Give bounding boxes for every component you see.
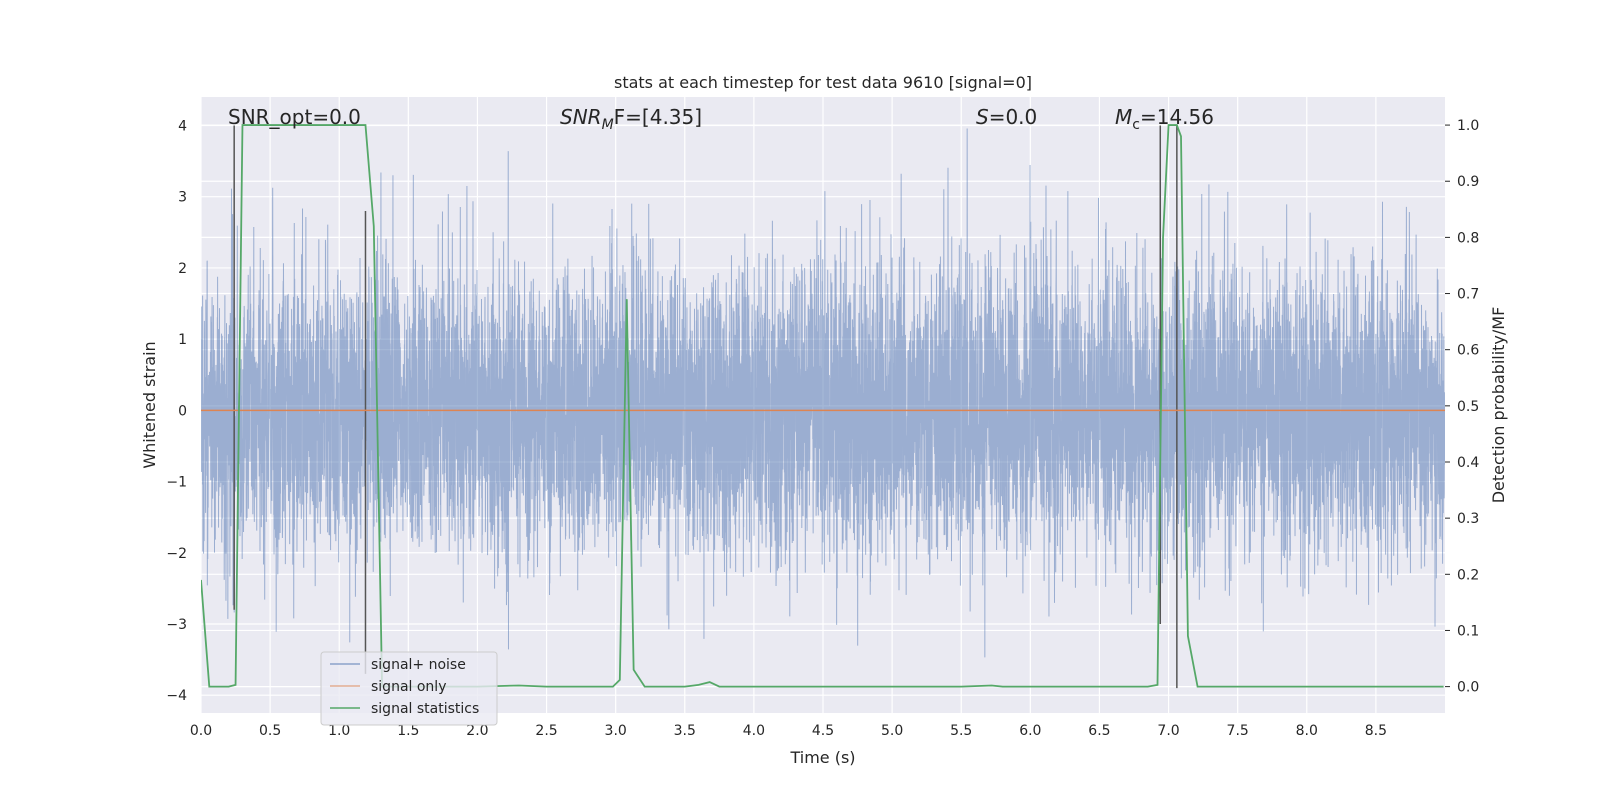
right-y-tick-label: 1.0 [1457, 118, 1479, 134]
x-tick-label: 6.0 [1019, 723, 1041, 739]
x-axis-ticks: 0.0 0.5 1.0 1.5 2.0 2.5 3.0 3.5 4.0 4.5 5.0 5.5 6.0 6… [190, 723, 1387, 739]
left-y-axis-label: Whitened strain [140, 341, 159, 468]
right-y-tick-label: 0.2 [1457, 567, 1479, 583]
right-y-tick-label: 0.6 [1457, 343, 1479, 359]
x-tick-label: 5.5 [950, 723, 972, 739]
left-y-tick-label: 0 [178, 403, 187, 419]
legend-label-signal-statistics: signal statistics [371, 701, 479, 717]
right-y-tick-label: 0.8 [1457, 230, 1479, 246]
x-tick-label: 0.0 [190, 723, 212, 739]
snr-opt-annotation: SNR_opt=0.0 [228, 105, 361, 129]
left-y-axis-ticks: 4 3 2 1 0 −1 −2 −3 −4 [166, 118, 187, 704]
x-tick-label: 6.5 [1088, 723, 1110, 739]
left-y-tick-label: 2 [178, 261, 187, 277]
x-tick-label: 3.0 [605, 723, 627, 739]
x-tick-label: 5.0 [881, 723, 903, 739]
x-tick-label: 4.5 [812, 723, 834, 739]
signal-statistics-series [201, 124, 1444, 688]
event-markers [233, 125, 1178, 689]
x-tick-label: 7.0 [1157, 723, 1179, 739]
right-y-tick-label: 0.3 [1457, 511, 1479, 527]
right-y-axis-ticks: 1.0 0.9 0.8 0.7 0.6 0.5 0.4 0.3 0.2 0.1 0.0 [1445, 118, 1479, 696]
right-y-tick-label: 0.0 [1457, 680, 1479, 696]
right-y-tick-label: 0.7 [1457, 287, 1479, 303]
legend-label-signal-only: signal only [371, 679, 446, 695]
right-y-tick-label: 0.9 [1457, 174, 1479, 190]
chart-title: stats at each timestep for test data 961… [614, 73, 1032, 92]
right-y-tick-label: 0.1 [1457, 623, 1479, 639]
left-y-tick-label: −4 [166, 688, 187, 704]
x-axis-label: Time (s) [789, 748, 855, 767]
left-y-tick-label: 4 [178, 118, 187, 134]
left-y-tick-label: −2 [166, 546, 187, 562]
left-y-tick-label: 1 [178, 332, 187, 348]
x-tick-label: 1.0 [328, 723, 350, 739]
x-tick-label: 3.5 [674, 723, 696, 739]
legend-label-signal-noise: signal+ noise [371, 657, 466, 673]
x-tick-label: 7.5 [1227, 723, 1249, 739]
legend-box [320, 651, 498, 726]
x-tick-label: 8.5 [1365, 723, 1387, 739]
signal-noise-series [201, 128, 1445, 658]
left-y-tick-label: −3 [166, 617, 187, 633]
x-tick-label: 2.5 [535, 723, 557, 739]
x-tick-label: 1.5 [397, 723, 419, 739]
left-y-tick-label: 3 [178, 190, 187, 206]
mc-annotation: Mc=14.56 [1115, 105, 1214, 133]
left-y-tick-label: −1 [166, 475, 187, 491]
x-tick-label: 4.0 [743, 723, 765, 739]
right-y-tick-label: 0.5 [1457, 399, 1479, 415]
x-tick-label: 0.5 [259, 723, 281, 739]
x-tick-label: 2.0 [466, 723, 488, 739]
right-y-axis-label: Detection probability/MF [1489, 307, 1508, 504]
x-tick-label: 8.0 [1296, 723, 1318, 739]
snr-mf-annotation: SNRMF=[4.35] [560, 105, 702, 133]
s-annotation: S=0.0 [976, 105, 1037, 129]
plot-area [201, 124, 1445, 689]
legend: signal+ noise signal only signal statist… [320, 651, 498, 726]
right-y-tick-label: 0.4 [1457, 455, 1479, 471]
